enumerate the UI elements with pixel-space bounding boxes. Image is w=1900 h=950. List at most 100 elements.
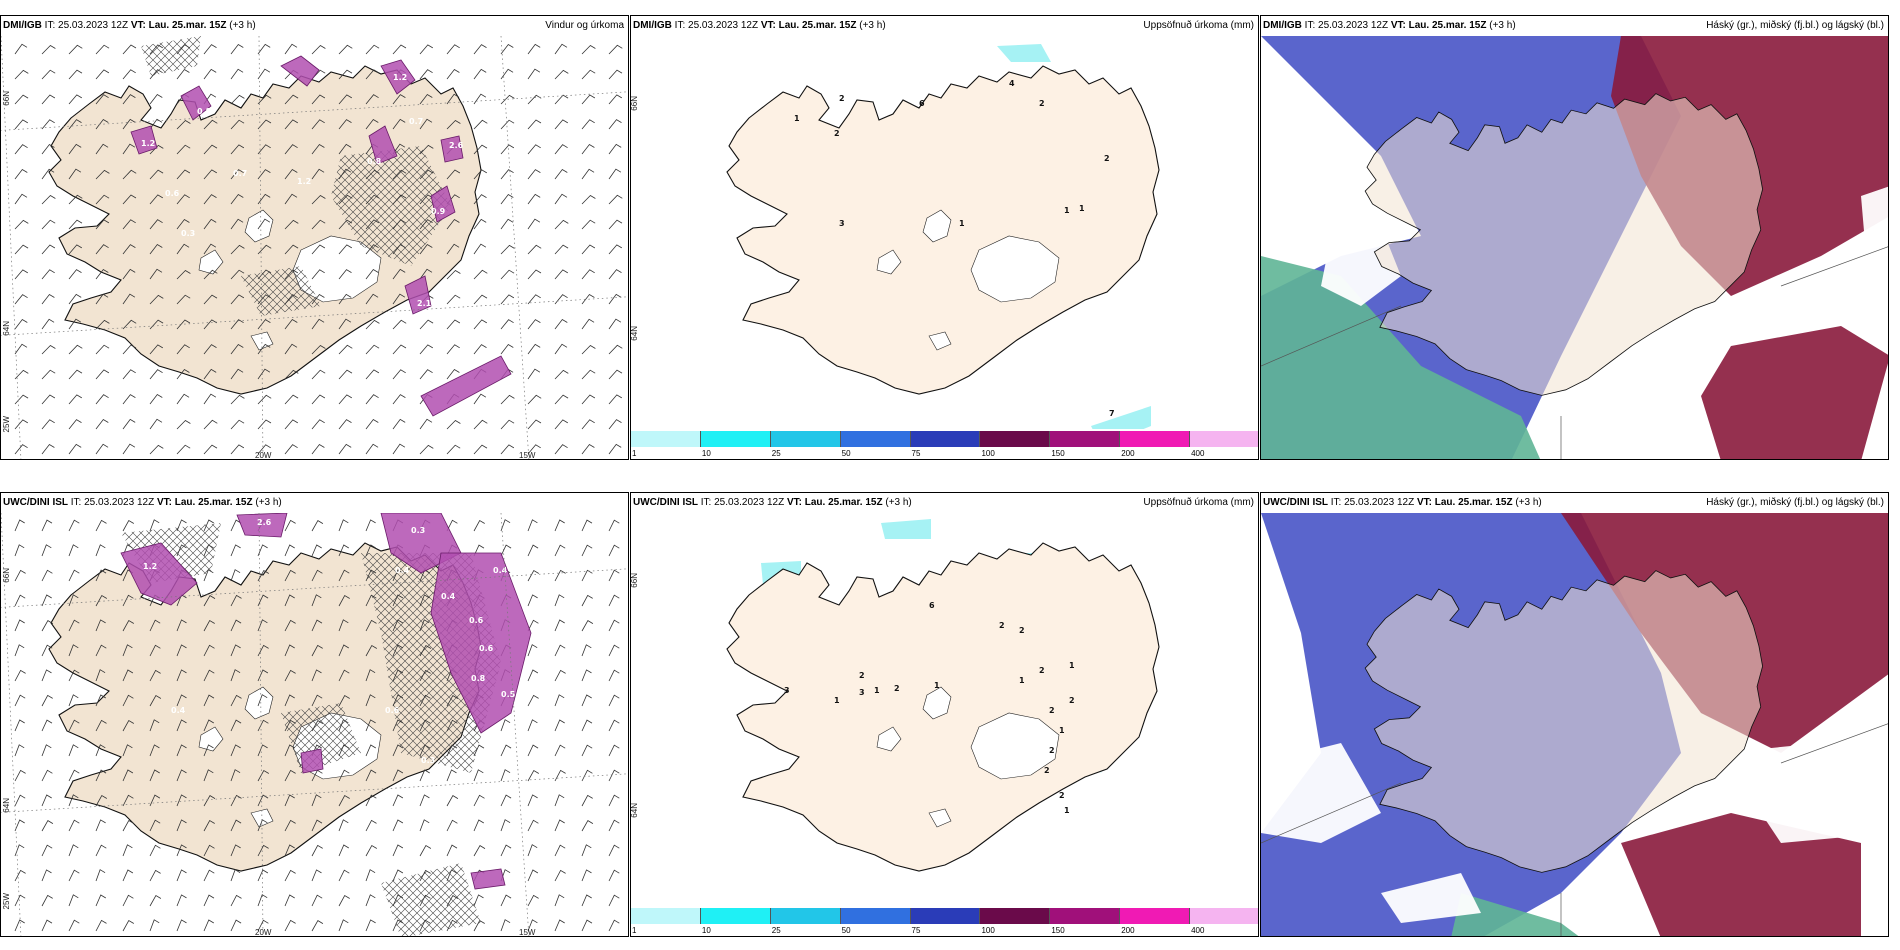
colorbar-tick-label: 50	[841, 926, 851, 935]
iceland-coastline	[1364, 570, 1764, 873]
panel-title: Uppsöfnuð úrkoma (mm)	[1143, 497, 1254, 508]
accum-value-label: 1	[874, 686, 880, 695]
accum-value-label: 2	[1049, 746, 1055, 755]
it-value: 25.03.2023 12Z	[1318, 20, 1389, 31]
accum-value-label: 2	[839, 94, 845, 103]
glaciers	[876, 209, 1060, 351]
colorbar-tick-label: 10	[701, 449, 711, 458]
panel-header: UWC/DINI ISL IT: 25.03.2023 12Z VT: Lau.…	[631, 493, 1258, 513]
colorbar-tick-label: 100	[981, 449, 995, 458]
precip-area	[404, 275, 432, 315]
lat-label-66n: 66N	[2, 568, 11, 583]
lon-label-15w: 15W	[519, 451, 536, 460]
lead-time: (+3 h)	[255, 497, 282, 508]
accum-value-label: 2	[894, 684, 900, 693]
precip-area	[130, 125, 158, 155]
accum-value-label: 1	[1019, 676, 1025, 685]
precip-area	[236, 513, 288, 538]
precip-value-label: 1.2	[141, 139, 155, 148]
precip-value-label: 0.3	[181, 229, 195, 238]
it-value: 25.03.2023 12Z	[688, 20, 759, 31]
colorbar-swatch	[1190, 908, 1258, 924]
precip-area	[470, 868, 506, 890]
precip-area	[430, 185, 456, 223]
lat-label-64n: 64N	[630, 803, 639, 818]
precip-value-label: 0.6	[165, 189, 180, 198]
accum-value-label: 2	[1069, 696, 1075, 705]
panel-title: Háský (gr.), miðský (fj.bl.) og lágský (…	[1706, 497, 1884, 508]
precip-area	[120, 542, 198, 606]
vt-value: Lau. 25.mar. 15Z	[148, 20, 227, 31]
accum-land	[726, 65, 1160, 395]
vt-value: Lau. 25.mar. 15Z	[174, 497, 253, 508]
colorbar-swatch	[1190, 431, 1258, 447]
vt-label: VT:	[1416, 497, 1432, 508]
accum-value-label: 1	[834, 696, 840, 705]
accum-value-label: 3	[859, 688, 865, 697]
colorbar-tick-label: 25	[771, 926, 781, 935]
accum-value-label: 2	[834, 129, 840, 138]
precip-value-label: 2.6	[449, 141, 464, 150]
mid-cloud-area	[1701, 326, 1888, 459]
precip-value-label: 1.2	[143, 562, 157, 571]
model-name: UWC/DINI ISL	[1263, 497, 1328, 508]
glaciers	[876, 686, 1060, 828]
precip-value-label: 0.3	[411, 526, 425, 535]
lat-label-64n: 64N	[2, 321, 11, 336]
vt-label: VT:	[1390, 20, 1406, 31]
accum-value-label: 2	[1039, 99, 1045, 108]
colorbar-tick-label: 75	[911, 926, 921, 935]
panel-wind-precip-uwc: UWC/DINI ISL IT: 25.03.2023 12Z VT: Lau.…	[0, 492, 629, 937]
it-label: IT:	[70, 497, 82, 508]
colorbar-tick-label: 25	[771, 449, 781, 458]
colorbar-tick-label: 400	[1191, 449, 1205, 458]
precip-value-label: 2.6	[257, 518, 272, 527]
precip-value-label: 0.7	[233, 169, 247, 178]
colorbar-swatch	[840, 908, 911, 924]
it-value: 25.03.2023 12Z	[1344, 497, 1415, 508]
colorbar-swatch	[910, 431, 981, 447]
precip-value-label: 1.2	[393, 73, 407, 82]
wind-barbs	[14, 43, 623, 455]
lead-time: (+3 h)	[859, 20, 886, 31]
precip-value-label: 0.9	[431, 207, 446, 216]
clear-sky-patch	[1721, 743, 1888, 843]
precip-value-label: 0.6	[385, 706, 400, 715]
colorbar-swatch	[910, 908, 981, 924]
lon-label-25w: 25W	[2, 416, 11, 433]
model-name: DMI/IGB	[633, 20, 672, 31]
colorbar-tick-label: 10	[701, 926, 711, 935]
graticule	[1, 36, 628, 459]
precip-value-label: 0.5	[501, 690, 516, 699]
accum-value-label: 2	[999, 621, 1005, 630]
wind-barbs	[14, 519, 620, 932]
high-cloud-area	[1451, 893, 1579, 936]
graticule	[1, 513, 628, 936]
panel-wind-precip-dmi: DMI/IGB IT: 25.03.2023 12Z VT: Lau. 25.m…	[0, 15, 629, 460]
model-name: DMI/IGB	[3, 20, 42, 31]
map-area	[1261, 513, 1888, 936]
clear-sky-patch	[1261, 743, 1381, 843]
colorbar-swatch	[980, 431, 1051, 447]
precip-area	[180, 85, 212, 121]
lat-label-66n: 66N	[630, 96, 639, 111]
it-value: 25.03.2023 12Z	[714, 497, 785, 508]
panel-cloud-uwc: UWC/DINI ISL IT: 25.03.2023 12Z VT: Lau.…	[1260, 492, 1889, 937]
colorbar-tick-label: 50	[841, 449, 851, 458]
colorbar-swatch	[631, 431, 701, 447]
colorbar-tick-label: 100	[981, 926, 995, 935]
panel-title: Háský (gr.), miðský (fj.bl.) og lágský (…	[1706, 20, 1884, 31]
it-label: IT:	[1304, 20, 1316, 31]
colorbar-tick-label: 150	[1051, 449, 1065, 458]
colorbar-swatch	[1050, 908, 1121, 924]
it-value: 25.03.2023 12Z	[58, 20, 129, 31]
lat-label-66n: 66N	[2, 91, 11, 106]
accum-value-label: 1	[959, 219, 965, 228]
vt-value: Lau. 25.mar. 15Z	[778, 20, 857, 31]
accum-value-label: 1	[1064, 206, 1070, 215]
convection-hatch	[381, 863, 481, 936]
panel-accum-precip-uwc: UWC/DINI ISL IT: 25.03.2023 12Z VT: Lau.…	[630, 492, 1259, 937]
graticule	[1261, 246, 1888, 459]
colorbar: 1 10 25 50 75 100 150 200 400	[631, 429, 1258, 459]
it-label: IT:	[700, 497, 712, 508]
